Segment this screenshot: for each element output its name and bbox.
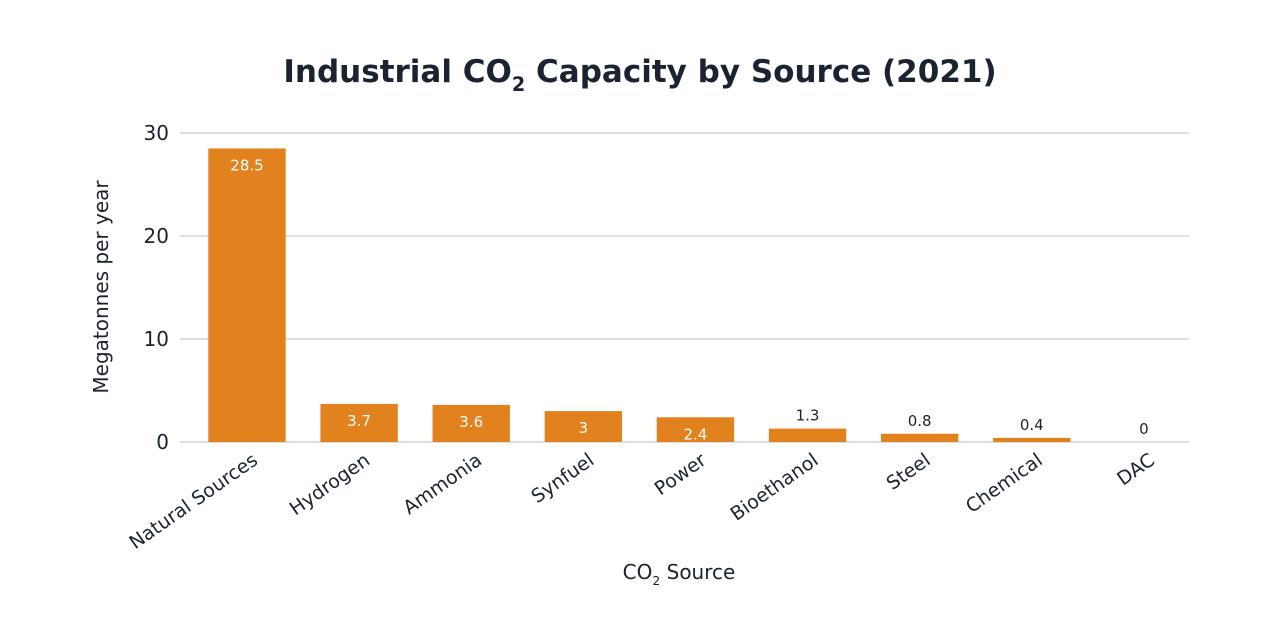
chart-title-rest: Capacity by Source (2021): [525, 54, 996, 90]
data-label-power: 2.4: [684, 425, 708, 443]
x-tick-label-power: Power: [651, 449, 711, 500]
x-tick-label-chemical: Chemical: [962, 449, 1047, 518]
data-label-chemical: 0.4: [1020, 416, 1044, 434]
bar-natural-sources: [208, 148, 286, 442]
y-tick-label-10: 10: [144, 327, 169, 351]
x-axis-label-main: CO: [623, 560, 653, 584]
y-tick-label-30: 30: [144, 121, 169, 145]
x-tick-label-dac: DAC: [1113, 449, 1159, 490]
bar-chemical: [993, 437, 1071, 442]
y-axis-label: Megatonnes per year: [89, 180, 113, 394]
bar-ammonia: [432, 404, 510, 442]
x-tick-label-steel: Steel: [882, 449, 934, 495]
x-axis-label: CO2 Source: [623, 560, 736, 588]
x-axis-label-subscript: 2: [652, 573, 660, 588]
data-label-steel: 0.8: [908, 412, 932, 430]
data-label-synfuel: 3: [579, 419, 589, 437]
x-tick-label-synfuel: Synfuel: [527, 449, 598, 508]
y-tick-label-20: 20: [144, 224, 169, 248]
x-axis-label-rest: Source: [660, 560, 735, 584]
chart-title: Industrial CO2 Capacity by Source (2021): [283, 54, 996, 96]
x-tick-label-ammonia: Ammonia: [399, 449, 486, 519]
y-tick-label-0: 0: [156, 430, 169, 454]
data-labels: 28.5 3.7 3.6 3 2.4 1.3 0.8 0.4 0: [230, 156, 1148, 443]
x-tick-label-bioethanol: Bioethanol: [726, 449, 822, 525]
bar-synfuel: [544, 411, 623, 442]
data-label-hydrogen: 3.7: [347, 412, 371, 430]
data-label-ammonia: 3.6: [459, 413, 483, 431]
x-tick-label-hydrogen: Hydrogen: [286, 449, 374, 520]
bars: [208, 148, 1071, 442]
bar-hydrogen: [320, 403, 398, 442]
y-axis-ticks: 0 10 20 30: [144, 121, 169, 454]
data-label-dac: 0: [1139, 420, 1149, 438]
bar-bioethanol: [768, 428, 847, 442]
data-label-bioethanol: 1.3: [796, 407, 820, 425]
chart-title-subscript: 2: [512, 73, 525, 96]
gridlines: [180, 132, 1189, 443]
x-axis-ticks: Natural Sources Hydrogen Ammonia Synfuel Pow…: [125, 449, 1158, 554]
data-label-natural-sources: 28.5: [230, 156, 263, 174]
chart-title-main: Industrial CO: [283, 54, 512, 90]
bar-power: [656, 417, 735, 442]
x-tick-label-natural-sources: Natural Sources: [125, 449, 262, 554]
bar-steel: [880, 433, 959, 442]
